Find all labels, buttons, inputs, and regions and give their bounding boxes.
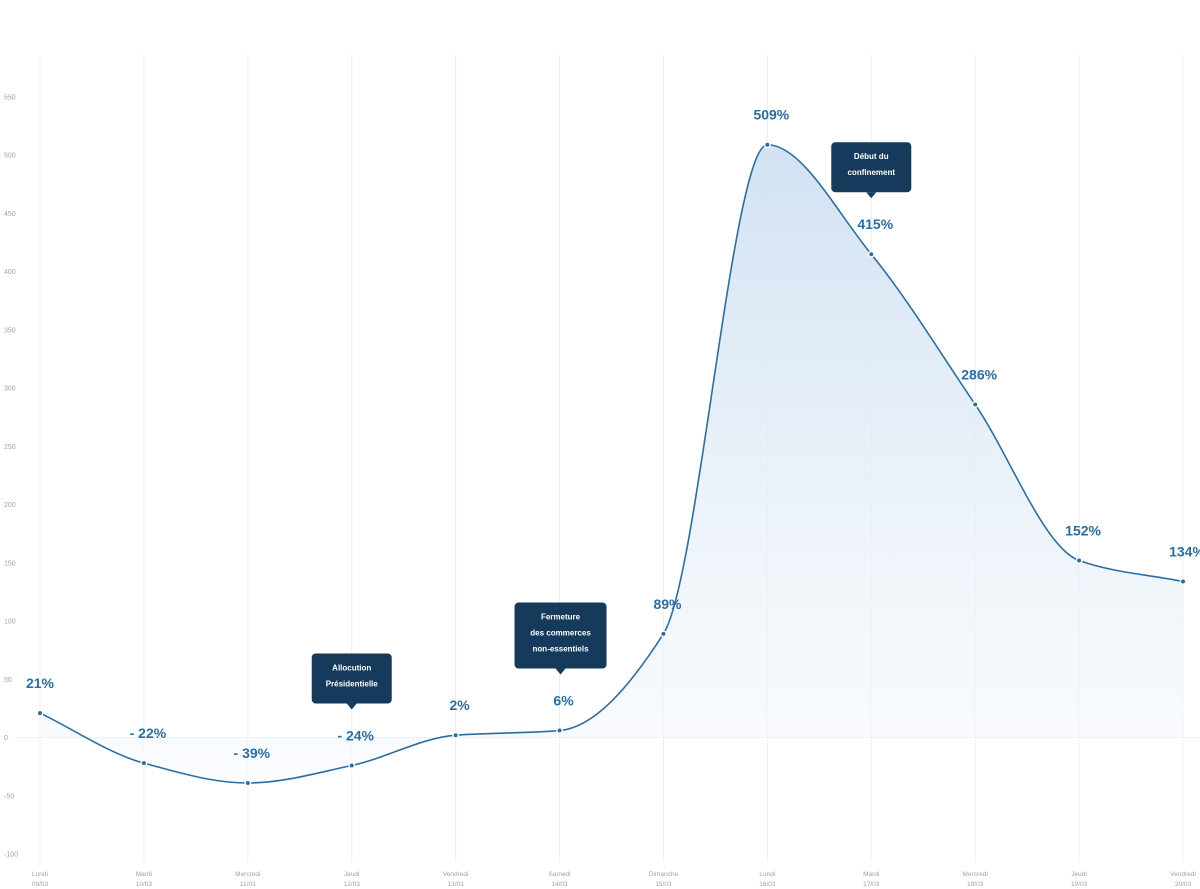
- y-tick-label: 550: [4, 95, 16, 102]
- x-tick-date: 12/03: [344, 881, 361, 888]
- data-point: [973, 402, 978, 407]
- x-tick-day: Vendredi: [443, 871, 469, 878]
- x-tick-date: 11/03: [240, 881, 256, 888]
- data-label: 6%: [553, 693, 574, 709]
- annotation-box: [514, 602, 607, 669]
- data-labels: 21% - 22% - 39% - 24% 2% 6% 89% 509% 415% 286% 152…: [26, 107, 1200, 761]
- data-label: - 39%: [234, 745, 271, 761]
- y-tick-label: 250: [4, 444, 16, 451]
- annotation-text: Allocution: [332, 663, 371, 672]
- annotation-callout: Début du confinement: [831, 142, 912, 199]
- annotations: Allocution Présidentielle Fermeture des com…: [311, 142, 912, 710]
- series-area: [40, 144, 1183, 783]
- x-tick-day: Lundi: [32, 871, 48, 878]
- y-axis-ticks: -100 -50 0 50 100 150 200 250 300 350 400 450 500 550: [4, 95, 18, 859]
- y-tick-label: 100: [4, 619, 16, 626]
- x-tick-day: Samedi: [549, 871, 571, 878]
- annotation-text: Fermeture: [541, 613, 581, 622]
- y-tick-label: 350: [4, 327, 16, 334]
- x-tick-date: 17/03: [863, 881, 880, 888]
- data-label: 2%: [450, 697, 471, 713]
- x-tick-day: Lundi: [759, 871, 775, 878]
- y-tick-label: 450: [4, 211, 16, 218]
- series-line: [39, 143, 1184, 784]
- data-point: [1181, 579, 1185, 584]
- x-tick-day: Mercredi: [235, 871, 260, 878]
- data-point: [141, 761, 146, 766]
- annotation-text: Présidentielle: [326, 679, 379, 688]
- y-tick-label: 50: [4, 677, 12, 684]
- x-tick-date: 15/03: [655, 881, 672, 888]
- annotation-callout: Fermeture des commerces non-essentiels: [514, 602, 607, 675]
- x-tick-day: Mardi: [863, 871, 879, 878]
- data-label: 415%: [857, 216, 893, 232]
- data-label: 89%: [653, 596, 682, 612]
- x-tick-date: 19/03: [1071, 881, 1088, 888]
- x-tick-day: Dimanche: [649, 871, 679, 878]
- x-tick-date: 10/03: [136, 881, 153, 888]
- data-point: [453, 733, 458, 738]
- y-tick-label: 0: [4, 735, 8, 742]
- x-tick-day: Jeudi: [1071, 871, 1087, 878]
- x-tick-date: 18/03: [967, 881, 984, 888]
- y-tick-label: 150: [4, 560, 16, 567]
- annotation-text: confinement: [847, 168, 895, 177]
- x-axis-ticks: Lundi 09/03 Mardi 10/03 Mercredi 11/03 Jeudi 12…: [32, 871, 1196, 888]
- annotation-pointer: [346, 703, 357, 710]
- area-fill-layer: [40, 144, 1183, 783]
- x-tick-date: 16/03: [759, 881, 776, 888]
- data-label: 152%: [1065, 523, 1101, 539]
- annotation-text: Début du: [854, 152, 889, 161]
- x-tick-day: Jeudi: [344, 871, 360, 878]
- y-tick-label: 200: [4, 502, 16, 509]
- annotation-text: des commerces: [530, 629, 591, 638]
- x-tick-date: 20/03: [1175, 881, 1192, 888]
- x-tick-date: 14/03: [551, 881, 568, 888]
- annotation-pointer: [866, 192, 877, 199]
- data-point: [765, 142, 770, 147]
- data-label: 509%: [753, 107, 789, 123]
- data-point: [869, 252, 874, 257]
- data-point: [38, 711, 42, 716]
- data-point: [245, 780, 250, 785]
- x-tick-day: Vendredi: [1170, 871, 1196, 878]
- data-label: 134%: [1169, 543, 1200, 559]
- data-point: [661, 631, 666, 636]
- data-point: [349, 763, 354, 768]
- x-tick-day: Mercredi: [963, 871, 988, 878]
- y-tick-label: -100: [4, 852, 18, 859]
- annotation-text: non-essentiels: [533, 645, 590, 654]
- y-tick-label: 500: [4, 153, 16, 160]
- data-points: [36, 141, 1187, 787]
- annotation-box: [311, 653, 392, 704]
- y-tick-label: -50: [4, 793, 14, 800]
- data-label: 21%: [26, 675, 55, 691]
- x-tick-date: 13/03: [447, 881, 464, 888]
- data-label: - 22%: [130, 725, 167, 741]
- y-tick-label: 400: [4, 269, 16, 276]
- x-tick-date: 09/03: [32, 881, 49, 888]
- annotation-box: [831, 142, 912, 193]
- data-point: [557, 728, 562, 733]
- series-line-layer: [39, 143, 1184, 784]
- y-tick-label: 300: [4, 386, 16, 393]
- data-point: [1077, 558, 1082, 563]
- data-label: 286%: [961, 366, 997, 382]
- annotation-pointer: [555, 668, 566, 675]
- x-tick-day: Mardi: [136, 871, 152, 878]
- data-label: - 24%: [337, 727, 374, 743]
- annotation-callout: Allocution Présidentielle: [311, 653, 392, 710]
